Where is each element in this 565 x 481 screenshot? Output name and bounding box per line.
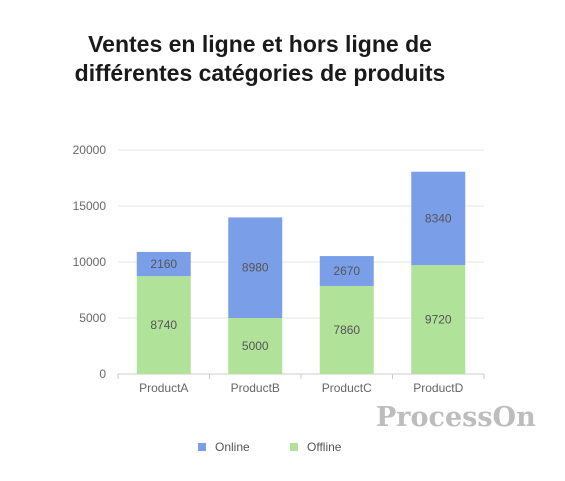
y-tick-label: 10000 <box>73 255 107 269</box>
x-tick-label: ProductC <box>322 381 372 395</box>
data-label-offline: 5000 <box>242 339 269 353</box>
data-label-online: 2670 <box>333 264 360 278</box>
data-label-online: 2160 <box>150 257 177 271</box>
watermark: ProcessOn <box>376 402 536 433</box>
y-tick-label: 20000 <box>73 143 107 157</box>
x-tick-label: ProductD <box>413 381 463 395</box>
bar-offline <box>228 318 283 374</box>
chart-title: Ventes en ligne et hors ligne de différe… <box>74 31 446 86</box>
data-label-online: 8980 <box>242 261 269 275</box>
legend-item-offline[interactable]: Offline <box>290 440 341 454</box>
bar-offline <box>136 276 191 374</box>
y-tick-label: 5000 <box>79 311 106 325</box>
x-tick-label: ProductA <box>139 381 188 395</box>
x-tick-label: ProductB <box>231 381 280 395</box>
data-label-online: 8340 <box>425 211 452 225</box>
bar-online <box>319 256 374 286</box>
data-label-offline: 9720 <box>425 313 452 327</box>
bar-online <box>228 217 283 318</box>
y-tick-label: 0 <box>99 367 106 381</box>
bar-online <box>411 171 466 266</box>
y-tick-label: 15000 <box>73 199 107 213</box>
legend-item-online[interactable]: Online <box>198 440 250 454</box>
legend-swatch-online <box>198 443 206 451</box>
bar-offline <box>319 285 374 374</box>
legend: Online Offline <box>0 440 565 456</box>
legend-label-offline: Offline <box>307 440 342 454</box>
data-label-offline: 8740 <box>150 318 177 332</box>
legend-label-online: Online <box>215 440 250 454</box>
bar-offline <box>411 265 466 374</box>
data-label-offline: 7860 <box>333 323 360 337</box>
legend-swatch-offline <box>290 443 298 451</box>
bar-online <box>136 251 191 277</box>
